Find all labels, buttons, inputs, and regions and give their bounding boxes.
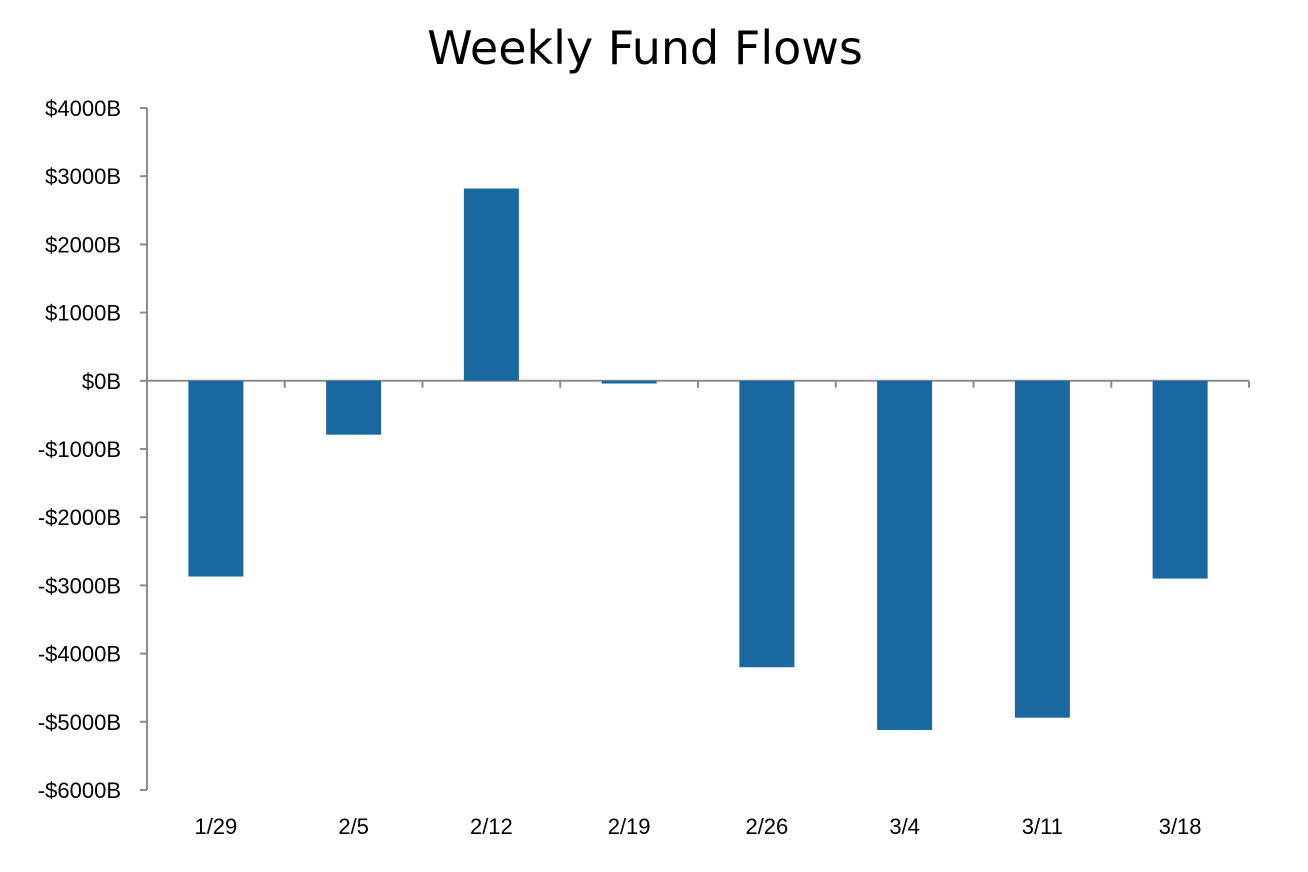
bar-1/29	[188, 380, 244, 577]
x-tick-label: 3/18	[1159, 814, 1202, 839]
y-tick-label: -$3000B	[38, 573, 121, 598]
x-tick-label: 2/19	[608, 814, 651, 839]
y-tick-label: $2000B	[45, 232, 121, 257]
y-tick-label: -$1000B	[38, 437, 121, 462]
x-tick-label: 2/12	[470, 814, 513, 839]
bar-2/26	[739, 380, 795, 668]
y-tick-label: -$2000B	[38, 505, 121, 530]
bar-3/18	[1152, 380, 1208, 579]
y-tick-label: -$6000B	[38, 778, 121, 803]
bar-3/11	[1014, 380, 1070, 718]
x-tick-label: 3/4	[889, 814, 920, 839]
y-axis: $4000B $3000B $2000B $1000B $0B -$1000B -$2000…	[38, 96, 148, 803]
x-tick-label: 2/5	[338, 814, 369, 839]
y-tick-label: $0B	[82, 369, 121, 394]
x-tick-label: 1/29	[194, 814, 237, 839]
y-tick-label: $1000B	[45, 301, 121, 326]
y-tick-label: $4000B	[45, 96, 121, 121]
bar-2/19	[601, 380, 657, 384]
bar-3/4	[877, 380, 933, 730]
y-tick-label: $3000B	[45, 164, 121, 189]
x-tick-label: 2/26	[745, 814, 788, 839]
y-tick-label: -$4000B	[38, 642, 121, 667]
bar-2/12	[463, 188, 519, 381]
bar-series	[188, 188, 1208, 730]
x-axis: 1/29 2/5 2/12 2/19 2/26 3/4 3/11 3/18	[147, 379, 1250, 839]
bar-2/5	[326, 380, 382, 435]
y-tick-label: -$5000B	[38, 710, 121, 735]
chart-title: Weekly Fund Flows	[427, 21, 863, 75]
x-tick-label: 3/11	[1022, 814, 1063, 839]
